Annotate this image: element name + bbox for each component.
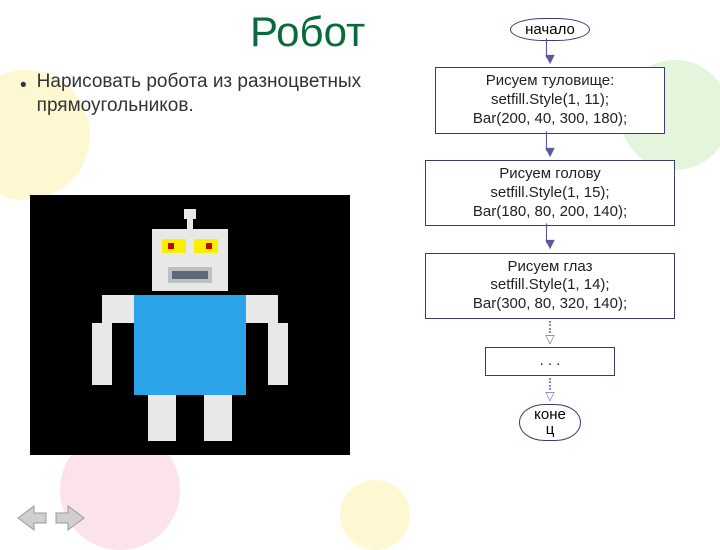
flowchart-arrow-icon: │▼ [542,228,558,250]
robot-arm-left [92,323,112,385]
flowchart-dashed-arrow-icon: ▽ [545,321,554,345]
prev-arrow-icon[interactable] [14,504,48,532]
flowchart-end: конец [519,404,581,442]
robot-leg-right [204,395,232,441]
flowchart-start: начало [510,18,590,41]
robot-shoulder-right [246,295,278,323]
robot-torso [134,295,246,395]
robot-mouth-inner [172,271,208,279]
flowchart-dashed-arrow-icon: ▽ [545,378,554,402]
robot-illustration [30,195,350,455]
robot-pupil-right [206,243,212,249]
flowchart-arrow-icon: │▼ [542,43,558,65]
robot-pupil-left [168,243,174,249]
flowchart-arrow-icon: │▼ [542,136,558,158]
nav-arrows [14,504,88,532]
robot-eye-left [162,239,186,253]
bullet-dot: • [20,70,27,118]
page-title: Робот [250,8,365,56]
robot-antenna-tip [184,209,196,219]
next-arrow-icon[interactable] [54,504,88,532]
flowchart: начало│▼Рисуем туловище:setfill.Style(1,… [400,18,700,441]
flowchart-step: Рисуем глазsetfill.Style(1, 14);Bar(300,… [425,253,675,319]
robot-arm-right [268,323,288,385]
flowchart-ellipsis: . . . [485,347,615,376]
task-bullet-row: • Нарисовать робота из разноцветных прям… [20,70,370,118]
robot-leg-left [148,395,176,441]
flowchart-step: Рисуем туловище:setfill.Style(1, 11);Bar… [435,67,665,133]
task-area: • Нарисовать робота из разноцветных прям… [20,70,370,118]
flowchart-step: Рисуем головуsetfill.Style(1, 15);Bar(18… [425,160,675,226]
robot-shoulder-left [102,295,134,323]
task-text: Нарисовать робота из разноцветных прямоу… [37,70,370,118]
